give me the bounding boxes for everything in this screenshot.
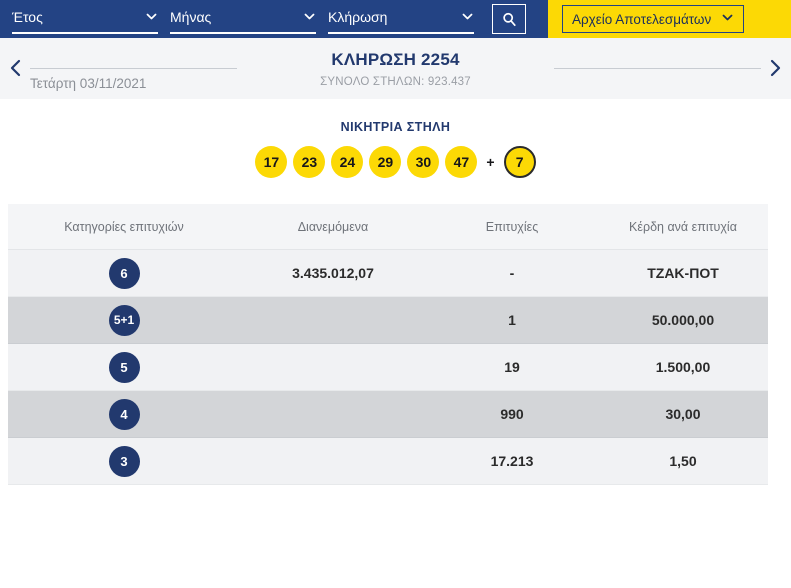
column-header-categories: Κατηγορίες επιτυχιών (64, 219, 184, 234)
top-toolbar: Έτος Μήνας Κλήρωση (0, 0, 791, 38)
draw-date: Τετάρτη 03/11/2021 (30, 76, 147, 91)
category-badge: 5 (108, 351, 140, 383)
previous-draw-button[interactable] (8, 59, 24, 77)
draw-header: Τετάρτη 03/11/2021 ΚΛΗΡΩΣΗ 2254 ΣΥΝΟΛΟ Σ… (0, 38, 791, 99)
chevron-down-icon (303, 10, 316, 23)
column-header-distributed: Διανεμόμενα (297, 219, 369, 234)
column-header-prize: Κέρδη ανά επιτυχία (629, 219, 737, 234)
table-header-row: Κατηγορίες επιτυχιών Διανεμόμενα Επιτυχί… (8, 204, 768, 250)
category-cell: 5 (8, 351, 240, 383)
prize-cell: ΤΖΑΚ-ΠΟΤ (647, 265, 719, 281)
winners-cell: 1 (508, 312, 516, 328)
chevron-down-icon (721, 11, 734, 24)
prize-cell: 30,00 (665, 406, 701, 422)
top-toolbar-archive-area: Αρχείο Αποτελεσμάτων (548, 0, 791, 38)
chevron-right-icon (767, 59, 783, 77)
category-cell: 3 (8, 445, 240, 477)
category-badge: 5+1 (108, 304, 140, 336)
winning-numbers-list: 17 23 24 29 30 47 + 7 (0, 146, 791, 178)
archive-results-label: Αρχείο Αποτελεσμάτων (572, 11, 712, 27)
table-row: 4 990 30,00 (8, 391, 768, 438)
column-header-winners: Επιτυχίες (485, 219, 539, 234)
month-select-label: Μήνας (170, 8, 212, 25)
winning-number-ball: 47 (445, 146, 478, 178)
search-button[interactable] (492, 4, 526, 34)
divider-left (30, 68, 237, 69)
winning-number-ball: 23 (293, 146, 326, 178)
prize-cell: 50.000,00 (651, 312, 715, 328)
winning-number-ball: 24 (331, 146, 364, 178)
winners-cell: 990 (500, 406, 524, 422)
divider-right (554, 68, 761, 69)
category-cell: 4 (8, 398, 240, 430)
category-cell: 5+1 (8, 304, 240, 336)
prize-breakdown-table: Κατηγορίες επιτυχιών Διανεμόμενα Επιτυχί… (8, 204, 768, 485)
prize-cell: 1,50 (669, 453, 697, 469)
chevron-left-icon (8, 59, 24, 77)
chevron-down-icon (145, 10, 158, 23)
winning-number-ball: 29 (369, 146, 402, 178)
category-badge: 4 (108, 398, 140, 430)
year-select-label: Έτος (12, 8, 43, 25)
table-row: 3 17.213 1,50 (8, 438, 768, 485)
winning-number-ball: 30 (407, 146, 440, 178)
top-toolbar-filters: Έτος Μήνας Κλήρωση (0, 0, 548, 38)
plus-separator: + (486, 154, 495, 170)
distributed-cell: 3.435.012,07 (292, 265, 374, 281)
month-select[interactable]: Μήνας (170, 4, 316, 34)
next-draw-button[interactable] (767, 59, 783, 77)
winners-cell: 19 (504, 359, 520, 375)
table-row: 5 19 1.500,00 (8, 344, 768, 391)
winning-number-ball: 17 (255, 146, 288, 178)
category-badge: 6 (108, 257, 140, 289)
archive-results-select[interactable]: Αρχείο Αποτελεσμάτων (562, 5, 745, 33)
category-badge: 3 (108, 445, 140, 477)
bonus-number-ball: 7 (503, 146, 536, 178)
table-row: 5+1 1 50.000,00 (8, 297, 768, 344)
page-title: ΚΛΗΡΩΣΗ 2254 (331, 50, 460, 69)
prize-cell: 1.500,00 (655, 359, 711, 375)
search-icon (501, 11, 518, 28)
winners-cell: 17.213 (490, 453, 534, 469)
category-cell: 6 (8, 257, 240, 289)
total-columns-label: ΣΥΝΟΛΟ ΣΤΗΛΩΝ: 923.437 (320, 76, 471, 88)
winning-column-title: ΝΙΚΗΤΡΙΑ ΣΤΗΛΗ (340, 120, 451, 134)
draw-select-label: Κλήρωση (328, 8, 388, 25)
chevron-down-icon (461, 10, 474, 23)
winning-numbers-section: ΝΙΚΗΤΡΙΑ ΣΤΗΛΗ 17 23 24 29 30 47 + 7 (0, 99, 791, 178)
table-row: 6 3.435.012,07 - ΤΖΑΚ-ΠΟΤ (8, 250, 768, 297)
winners-cell: - (509, 265, 515, 281)
draw-select[interactable]: Κλήρωση (328, 4, 474, 34)
year-select[interactable]: Έτος (12, 4, 158, 34)
